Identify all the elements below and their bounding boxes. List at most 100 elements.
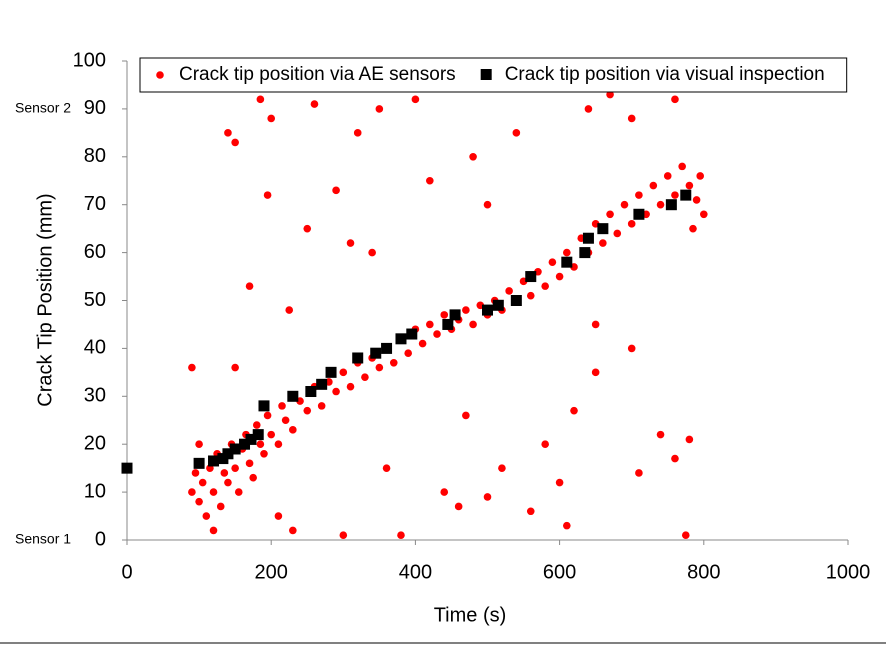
marker: [339, 368, 348, 377]
y-tick-label: 100: [73, 49, 106, 71]
marker: [512, 129, 521, 137]
marker: [381, 342, 393, 354]
marker: [224, 129, 232, 137]
marker: [680, 189, 692, 201]
marker: [234, 488, 243, 496]
marker: [469, 153, 477, 161]
marker: [289, 426, 297, 434]
x-tick-label: 0: [121, 561, 132, 583]
marker: [260, 449, 268, 458]
marker: [375, 363, 384, 372]
marker: [287, 390, 299, 402]
marker: [454, 502, 463, 511]
marker: [561, 256, 573, 268]
marker: [526, 291, 535, 300]
marker: [310, 100, 319, 108]
marker: [548, 258, 557, 266]
marker: [663, 172, 672, 180]
y-tick-label: 10: [84, 480, 106, 502]
marker: [696, 172, 704, 180]
marker: [352, 352, 364, 364]
marker: [222, 448, 234, 460]
y-tick-label: 90: [84, 97, 106, 119]
series: [121, 189, 692, 474]
marker: [510, 295, 522, 306]
marker: [239, 438, 251, 450]
marker: [411, 95, 420, 104]
marker: [404, 349, 412, 357]
y-tick-label: 0: [95, 528, 106, 550]
x-tick-label: 400: [399, 561, 432, 583]
marker: [462, 306, 470, 314]
marker: [195, 497, 203, 506]
legend-marker: [156, 71, 164, 79]
marker: [582, 232, 594, 244]
marker: [555, 272, 564, 281]
marker: [274, 512, 283, 520]
marker: [440, 311, 449, 319]
marker: [339, 531, 348, 540]
legend-swatch: [156, 71, 164, 79]
marker: [231, 138, 239, 147]
marker: [382, 464, 391, 472]
marker: [303, 224, 312, 233]
marker: [492, 299, 504, 311]
y-tick-label: 70: [84, 193, 106, 215]
marker: [483, 200, 492, 209]
marker: [555, 478, 564, 487]
x-axis-label: Time (s): [434, 604, 507, 626]
marker: [665, 199, 677, 211]
marker: [525, 271, 537, 283]
marker: [198, 478, 207, 487]
marker: [245, 459, 254, 468]
marker: [678, 162, 686, 171]
marker: [563, 521, 571, 530]
marker: [375, 105, 384, 113]
marker: [671, 454, 679, 463]
marker: [584, 105, 593, 113]
marker: [121, 462, 133, 474]
y-tick-label: 60: [84, 241, 106, 263]
marker: [635, 469, 643, 477]
marker: [449, 309, 461, 321]
marker: [433, 330, 441, 338]
marker: [258, 400, 270, 412]
marker: [700, 210, 708, 219]
marker: [303, 406, 312, 415]
marker: [209, 526, 218, 535]
marker: [613, 229, 622, 238]
marker: [627, 114, 636, 123]
marker: [229, 443, 241, 455]
marker: [216, 502, 225, 511]
y-tick-label: 40: [84, 337, 106, 359]
marker: [469, 320, 477, 329]
marker: [245, 433, 257, 445]
marker: [346, 382, 355, 391]
marker: [649, 181, 658, 190]
marker: [482, 304, 493, 316]
marker: [440, 488, 449, 496]
marker: [397, 531, 405, 540]
marker: [325, 366, 337, 378]
marker: [256, 440, 265, 449]
marker: [267, 114, 276, 123]
marker: [620, 200, 629, 209]
marker: [305, 386, 317, 398]
marker: [209, 488, 218, 496]
y-tick-label: 50: [84, 289, 106, 311]
marker: [692, 196, 701, 204]
marker: [263, 411, 272, 420]
marker: [563, 248, 571, 257]
marker: [526, 507, 535, 516]
marker: [370, 347, 382, 359]
marker: [597, 223, 609, 235]
marker: [202, 512, 211, 520]
marker: [656, 200, 665, 209]
marker: [245, 282, 254, 290]
marker: [671, 191, 679, 199]
marker: [353, 129, 362, 137]
marker: [498, 464, 506, 472]
marker: [231, 464, 239, 472]
legend-label: Crack tip position via visual inspection: [505, 64, 825, 85]
